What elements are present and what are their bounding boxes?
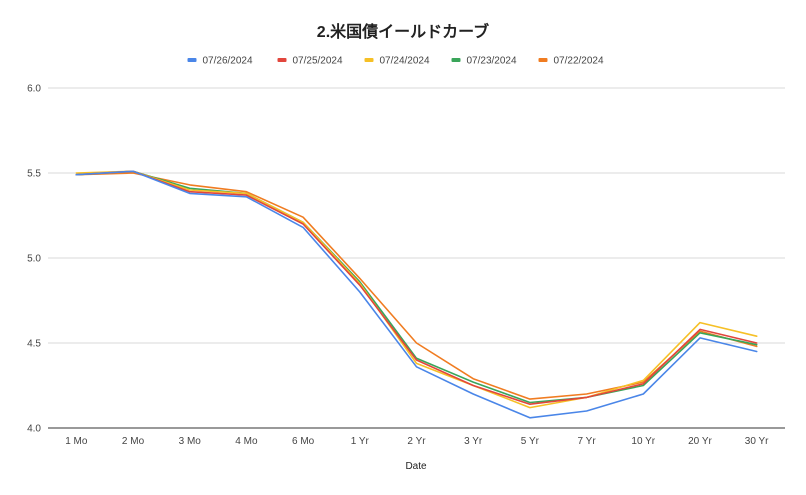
series-line <box>75 172 758 400</box>
y-tick-label: 4.0 <box>27 424 41 435</box>
x-tick-label: 3 Yr <box>464 436 483 447</box>
legend-swatch <box>364 58 374 62</box>
legend-item: 07/24/2024 <box>364 56 430 67</box>
x-tick-label: 4 Mo <box>235 436 258 447</box>
x-tick-label: 10 Yr <box>631 436 655 447</box>
chart-title: 2.米国債イールドカーブ <box>317 22 489 41</box>
gridlines <box>48 87 785 429</box>
legend-label: 07/26/2024 <box>203 56 253 67</box>
legend-label: 07/23/2024 <box>467 56 517 67</box>
series-line <box>75 170 758 404</box>
y-axis-ticks: 4.0 4.5 5.0 5.5 6.0 <box>27 84 41 435</box>
legend-item: 07/25/2024 <box>277 56 343 67</box>
x-tick-label: 7 Yr <box>577 436 596 447</box>
legend-swatch <box>451 58 461 62</box>
legend-item: 07/23/2024 <box>451 56 517 67</box>
legend-item: 07/22/2024 <box>538 56 604 67</box>
series-line <box>75 170 758 409</box>
x-axis-title: Date <box>405 461 427 472</box>
x-tick-label: 30 Yr <box>745 436 769 447</box>
legend-label: 07/22/2024 <box>554 56 604 67</box>
legend-label: 07/25/2024 <box>293 56 343 67</box>
x-tick-label: 3 Mo <box>179 436 202 447</box>
x-tick-label: 2 Mo <box>122 436 145 447</box>
x-axis-ticks: 1 Mo 2 Mo 3 Mo 4 Mo 6 Mo 1 Yr 2 Yr 3 Yr 5 Yr 7 Yr… <box>65 436 769 447</box>
legend: 07/26/2024 07/25/2024 07/24/2024 07/23/2024… <box>187 56 604 67</box>
legend-swatch <box>538 58 548 62</box>
series-line <box>75 170 758 405</box>
x-tick-label: 20 Yr <box>688 436 712 447</box>
legend-item: 07/26/2024 <box>187 56 253 67</box>
series-line <box>75 170 758 419</box>
y-tick-label: 5.5 <box>27 169 41 180</box>
legend-swatch <box>277 58 287 62</box>
y-tick-label: 4.5 <box>27 339 41 350</box>
x-tick-label: 6 Mo <box>292 436 315 447</box>
y-tick-label: 6.0 <box>27 84 41 95</box>
legend-swatch <box>187 58 197 62</box>
y-tick-label: 5.0 <box>27 254 41 265</box>
x-tick-label: 5 Yr <box>521 436 540 447</box>
series-lines <box>75 170 758 419</box>
x-tick-label: 2 Yr <box>407 436 426 447</box>
x-tick-label: 1 Yr <box>351 436 370 447</box>
legend-label: 07/24/2024 <box>380 56 430 67</box>
x-tick-label: 1 Mo <box>65 436 88 447</box>
